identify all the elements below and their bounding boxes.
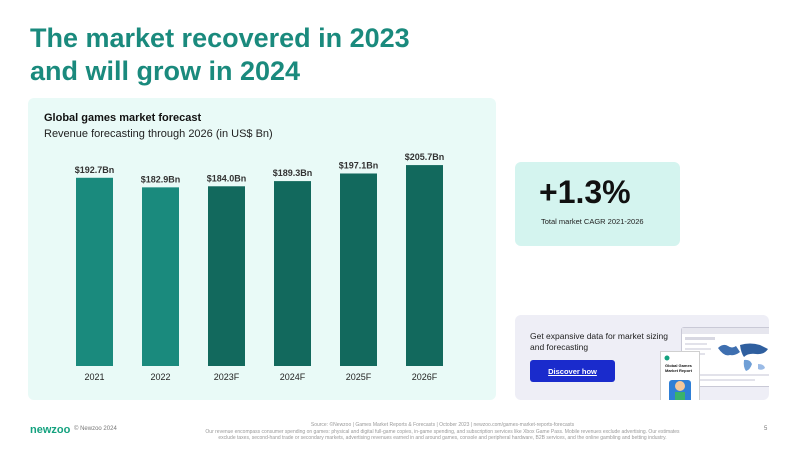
promo-text: Get expansive data for market sizing and… [530, 331, 668, 352]
promo-card: Get expansive data for market sizing and… [515, 315, 769, 400]
cagr-value: +1.3% [539, 174, 631, 210]
footer-source-line: Source: ©Newzoo | Games Market Reports &… [310, 422, 575, 428]
bar-chart: $192.7Bn 2021 $182.9Bn 2022 $184.0Bn 2023F $18… [75, 152, 445, 382]
chart-title: Global games market forecast [44, 112, 202, 124]
bar-2022 [142, 187, 179, 366]
bar-2021 [76, 177, 113, 366]
bar-2024F [274, 181, 311, 366]
newzoo-logo: newzoo [30, 424, 71, 436]
copyright-text: © Newzoo 2024 [74, 426, 117, 432]
bar-2026F [406, 165, 443, 366]
x-tick-label-2024F: 2024F [280, 372, 306, 382]
svg-text:Market Report: Market Report [665, 368, 693, 373]
data-label-2024F: $189.3Bn [273, 168, 313, 178]
chart-card: Global games market forecast Revenue for… [28, 98, 496, 400]
data-label-2025F: $197.1Bn [339, 160, 379, 170]
cagr-card: +1.3% Total market CAGR 2021-2026 [515, 162, 680, 246]
x-tick-label-2023F: 2023F [214, 372, 240, 382]
data-label-2026F: $205.7Bn [405, 152, 445, 162]
x-tick-label-2025F: 2025F [346, 372, 372, 382]
report-cover-image: Global Games Market Report [660, 351, 700, 400]
x-tick-label-2026F: 2026F [412, 372, 438, 382]
bar-2023F [208, 186, 245, 366]
page-title-line-1: The market recovered in 2023 [30, 23, 410, 53]
data-label-2023F: $184.0Bn [207, 173, 247, 183]
chart-subtitle: Revenue forecasting through 2026 (in US$… [44, 128, 273, 140]
page-title: The market recovered in 2023 and will gr… [30, 22, 410, 88]
discover-how-button[interactable]: Discover how [530, 360, 615, 382]
bar-2025F [340, 173, 377, 366]
footer-note-line: exclude taxes, second-hand trade or seco… [218, 435, 667, 441]
data-label-2022: $182.9Bn [141, 174, 181, 184]
footer-note-line: Our revenue encompass consumer spending … [205, 428, 680, 435]
data-label-2021: $192.7Bn [75, 165, 115, 175]
x-tick-label-2021: 2021 [84, 372, 104, 382]
page-number: 5 [764, 426, 768, 432]
footer-source-notes: Source: ©Newzoo | Games Market Reports &… [130, 422, 755, 442]
page-title-line-2: and will grow in 2024 [30, 56, 301, 86]
cagr-label: Total market CAGR 2021-2026 [541, 217, 644, 226]
x-tick-label-2022: 2022 [150, 372, 170, 382]
svg-text:Global Games: Global Games [665, 363, 693, 368]
